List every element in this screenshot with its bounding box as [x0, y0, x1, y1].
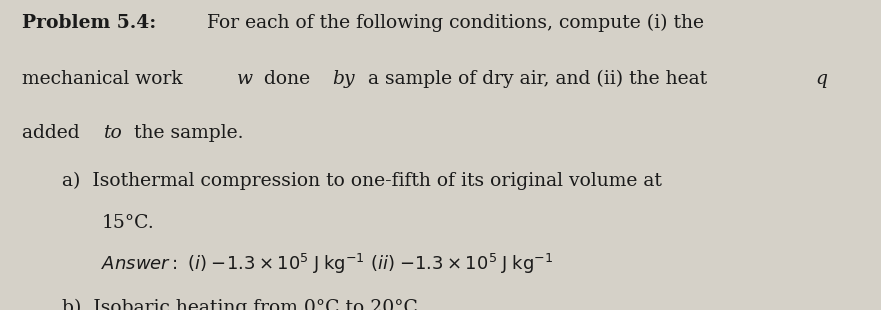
Text: For each of the following conditions, compute (i) the: For each of the following conditions, co… [196, 14, 704, 32]
Text: added: added [22, 124, 85, 142]
Text: w: w [237, 70, 253, 88]
Text: the sample.: the sample. [129, 124, 244, 142]
Text: a sample of dry air, and (ii) the heat: a sample of dry air, and (ii) the heat [362, 69, 713, 88]
Text: Problem 5.4:: Problem 5.4: [22, 14, 156, 32]
Text: 15°C.: 15°C. [101, 214, 154, 232]
Text: q: q [815, 70, 827, 88]
Text: b)  Isobaric heating from 0°C to 20°C.: b) Isobaric heating from 0°C to 20°C. [62, 299, 423, 310]
Text: done: done [257, 70, 315, 88]
Text: to: to [104, 124, 122, 142]
Text: $\mathit{Answer}\mathit{:}$ $\mathit{(i)\;{-}1.3 \times 10^{5}\; \mathrm{J\; kg}: $\mathit{Answer}\mathit{:}$ $\mathit{(i)… [101, 252, 553, 276]
Text: mechanical work: mechanical work [22, 70, 189, 88]
Text: a)  Isothermal compression to one-fifth of its original volume at: a) Isothermal compression to one-fifth o… [62, 172, 662, 190]
Text: by: by [333, 70, 355, 88]
